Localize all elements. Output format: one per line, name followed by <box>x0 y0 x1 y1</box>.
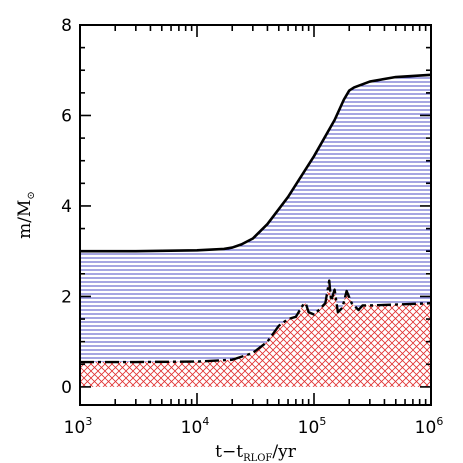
y-tick-label: 0 <box>61 378 72 398</box>
x-tick-label: 105 <box>298 415 327 438</box>
fill-layer <box>80 74 431 387</box>
core-fill <box>80 280 431 387</box>
x-tick-label: 106 <box>415 415 444 438</box>
y-tick-label: 6 <box>61 106 72 126</box>
y-tick-label: 4 <box>61 197 72 217</box>
y-tick-label: 8 <box>61 16 72 36</box>
plot-frame <box>79 24 432 406</box>
y-tick-label: 2 <box>61 287 72 307</box>
x-tick-label: 103 <box>64 415 93 438</box>
line-layer <box>80 73 431 364</box>
axis-ticks <box>79 24 432 405</box>
total-mass-line <box>80 73 431 253</box>
x-axis-label: t−tRLOF/yr <box>215 442 297 463</box>
envelope-fill <box>80 74 431 363</box>
y-axis-label: m/M⊙ <box>15 191 37 239</box>
core-mass-line <box>80 279 431 364</box>
x-tick-label: 104 <box>181 415 210 438</box>
tick-labels: 0 2 4 6 8 103 104 105 106 <box>61 16 443 438</box>
